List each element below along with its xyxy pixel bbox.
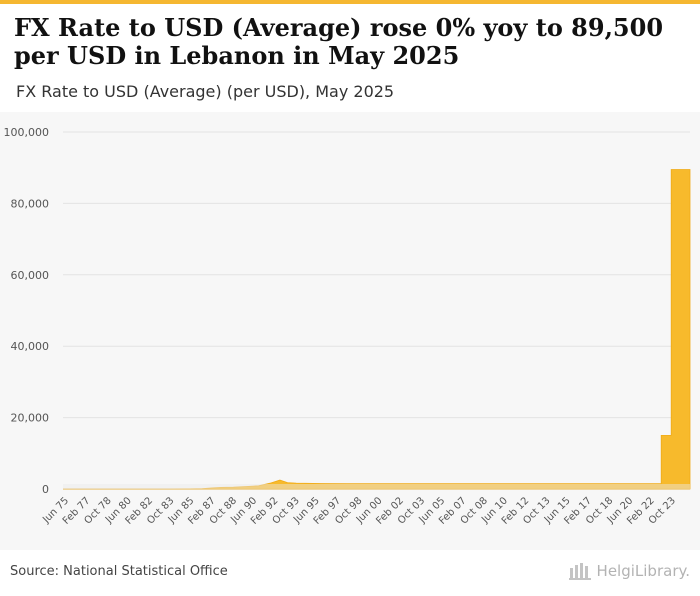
source-note: Source: National Statistical Office (10, 564, 228, 579)
chart-area: 0 20,000 40,000 60,000 80,000 100,000 Jun 75 Fe… (0, 112, 700, 550)
y-tick-label: 80,000 (11, 197, 50, 210)
brand-name: HelgiLibrary. (596, 562, 690, 580)
y-tick-label: 40,000 (11, 340, 50, 353)
chart-title: FX Rate to USD (Average) rose 0% yoy to … (14, 13, 664, 70)
data-series-area (63, 169, 691, 490)
library-building-icon (568, 563, 591, 580)
y-tick-label: 100,000 (4, 126, 50, 139)
y-tick-label: 20,000 (11, 412, 50, 425)
y-tick-label: 60,000 (11, 269, 50, 282)
chart-subtitle: FX Rate to USD (Average) (per USD), May … (16, 82, 395, 101)
helgi-library-logo: HelgiLibrary. (568, 562, 690, 580)
y-tick-label: 0 (42, 483, 49, 496)
baseline-band (63, 484, 690, 489)
accent-top-bar (0, 0, 700, 4)
